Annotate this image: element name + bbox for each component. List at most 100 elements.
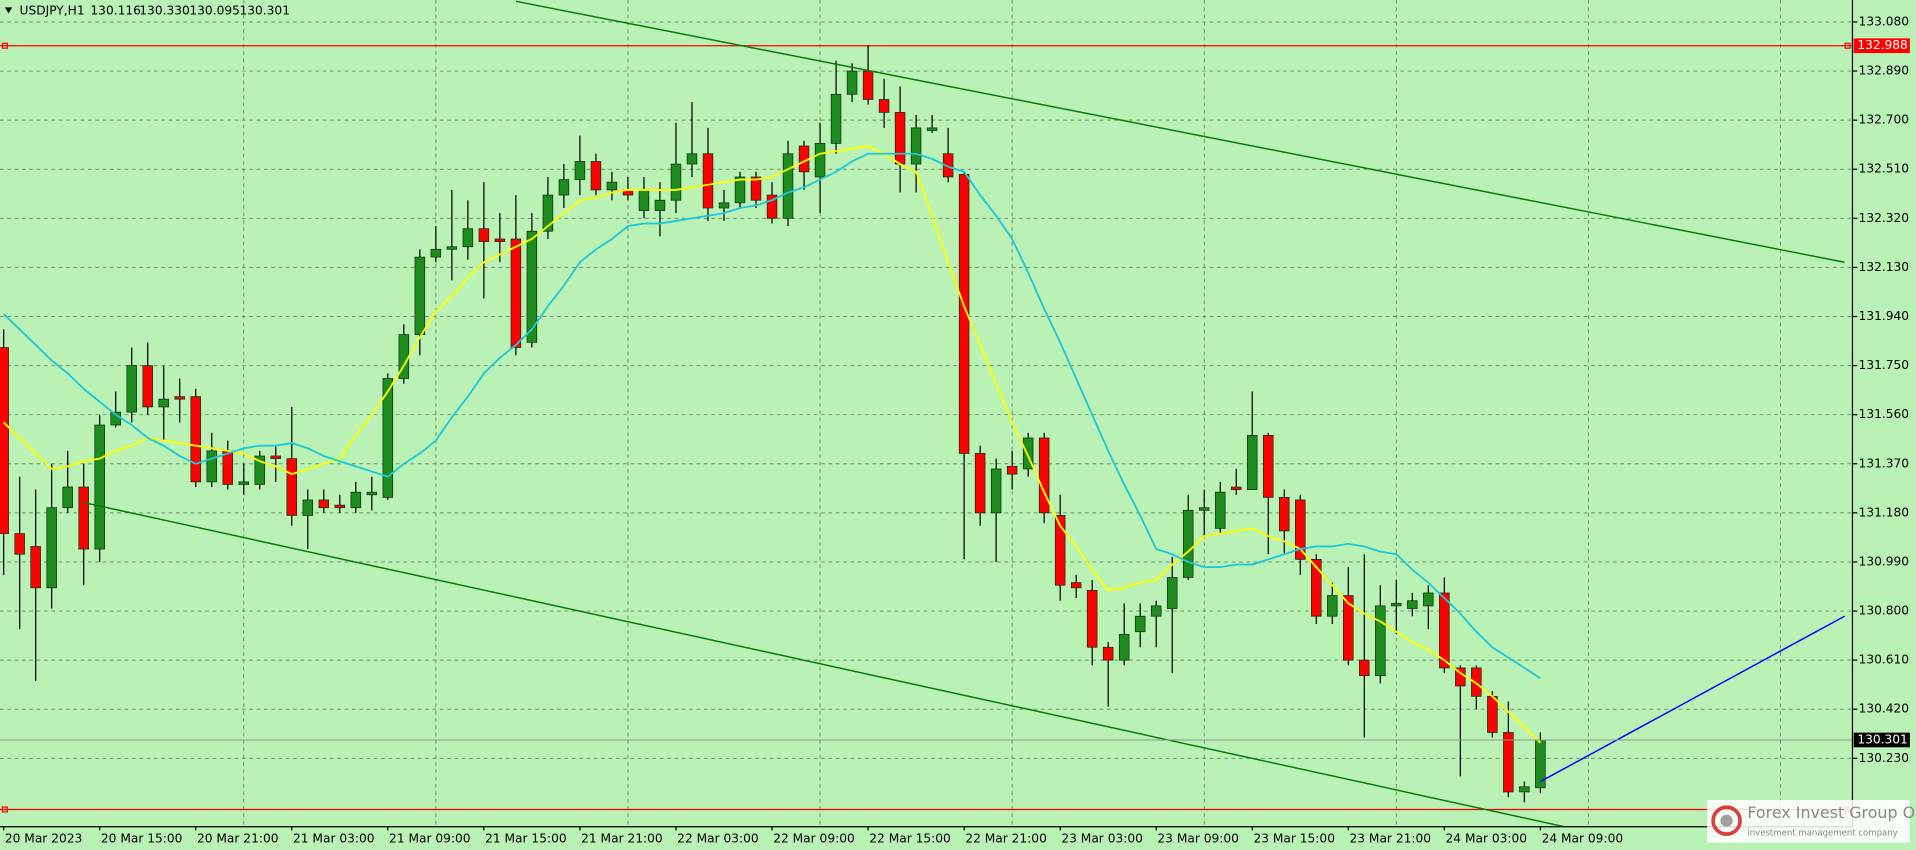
candle-body	[238, 481, 250, 485]
y-tick-label: 130.800	[1859, 604, 1909, 618]
candle-body	[510, 238, 522, 348]
candle-body	[158, 398, 169, 408]
candle-body	[526, 230, 538, 343]
y-tick-label: 130.420	[1859, 702, 1909, 716]
candle-body	[1102, 646, 1114, 661]
candle-body	[718, 202, 730, 209]
level-anchor	[1, 42, 8, 49]
x-tick-label: 21 Mar 09:00	[389, 832, 471, 846]
candle-body	[350, 491, 362, 509]
candle-body	[1535, 739, 1546, 789]
candle-body	[190, 396, 202, 483]
x-tick-label: 22 Mar 03:00	[677, 832, 759, 846]
grid	[0, 0, 1853, 827]
x-tick-label: 20 Mar 21:00	[197, 832, 279, 846]
candle-body	[894, 112, 906, 165]
candle-body	[1182, 509, 1194, 578]
bid-price-box	[1853, 732, 1910, 748]
y-tick-label: 132.510	[1859, 162, 1909, 176]
candle-body	[846, 70, 858, 95]
candle-body	[30, 546, 41, 589]
x-tick-label: 21 Mar 03:00	[293, 832, 375, 846]
x-tick-label: 21 Mar 15:00	[485, 832, 567, 846]
candle-body	[142, 365, 153, 408]
y-tick-label: 132.320	[1859, 211, 1909, 225]
candle-body	[782, 153, 794, 219]
candle-body	[590, 161, 602, 191]
candle-body	[1166, 577, 1178, 609]
x-tick-label: 23 Mar 09:00	[1157, 832, 1239, 846]
y-tick-label: 132.130	[1859, 260, 1909, 274]
bid-price-label: 130.301	[1857, 732, 1907, 746]
level-anchor	[1, 806, 8, 813]
level-price-label: 132.988	[1857, 38, 1907, 52]
candle-body	[686, 153, 698, 165]
plot-area	[0, 0, 1853, 827]
candle-body	[1327, 595, 1338, 617]
y-tick-label: 130.610	[1859, 653, 1909, 667]
candle-body	[574, 161, 586, 180]
candle-body	[1407, 600, 1418, 609]
y-tick-label: 131.180	[1859, 505, 1909, 519]
x-tick-label: 23 Mar 03:00	[1061, 832, 1143, 846]
moving-average	[3, 152, 1541, 680]
x-tick-label: 22 Mar 09:00	[773, 832, 855, 846]
candle-body	[1343, 595, 1354, 661]
candle-body	[1118, 633, 1130, 661]
candle-body	[606, 181, 618, 191]
candle-body	[318, 499, 330, 509]
y-tick-label: 130.990	[1859, 554, 1909, 568]
candle-body	[1423, 592, 1434, 607]
candle-body	[1487, 695, 1498, 733]
candle-body	[670, 163, 682, 201]
candle-body	[0, 347, 9, 534]
y-tick-label: 131.940	[1859, 309, 1909, 323]
candle-body	[942, 153, 954, 178]
candle-body	[1503, 732, 1514, 793]
candle-body	[286, 458, 298, 516]
menu-triangle	[4, 7, 13, 14]
candle-body	[654, 199, 666, 211]
candle-body	[558, 179, 570, 196]
candle-body	[126, 365, 137, 413]
x-tick-label: 23 Mar 15:00	[1253, 832, 1335, 846]
candle-body	[1230, 486, 1242, 490]
watermark-logo-core	[1720, 814, 1733, 827]
watermark-subtitle: investment management company	[1747, 828, 1897, 838]
candle-body	[1375, 605, 1386, 677]
y-tick-label: 132.890	[1859, 64, 1909, 78]
candle-body	[702, 153, 714, 209]
trend-line	[83, 501, 1569, 827]
candle-body	[1214, 491, 1226, 529]
candle-body	[1279, 497, 1290, 532]
symbol-title: USDJPY,H1	[20, 3, 85, 17]
candle-body	[62, 486, 73, 509]
y-tick-label: 133.080	[1859, 14, 1909, 28]
candle-body	[1054, 515, 1066, 586]
candle-body	[862, 70, 874, 100]
watermark-title: Forex Invest Group OU	[1747, 803, 1916, 822]
trend-line	[515, 0, 1845, 263]
x-tick-label: 22 Mar 21:00	[965, 832, 1047, 846]
candle-body	[494, 238, 506, 242]
candle-body	[1086, 590, 1098, 648]
candle-body	[1519, 786, 1530, 793]
watermark: Forex Invest Group OU investment managem…	[1707, 799, 1916, 843]
x-tick-label: 22 Mar 15:00	[869, 832, 951, 846]
candle-body	[334, 504, 346, 509]
candle-body	[1198, 507, 1210, 511]
candle-body	[430, 248, 442, 258]
symbol-header: USDJPY,H1 130.116 130.330 130.095 130.30…	[4, 3, 290, 17]
candle-body	[878, 99, 890, 113]
candle-body	[766, 194, 778, 219]
candle-body	[1311, 559, 1322, 617]
quote-close: 130.301	[240, 3, 290, 17]
candle-body	[78, 486, 89, 550]
x-tick-label: 23 Mar 21:00	[1350, 832, 1432, 846]
y-tick-label: 131.370	[1859, 456, 1909, 470]
candle-body	[750, 176, 762, 201]
candle-body	[542, 194, 554, 232]
candle-body	[94, 424, 105, 550]
